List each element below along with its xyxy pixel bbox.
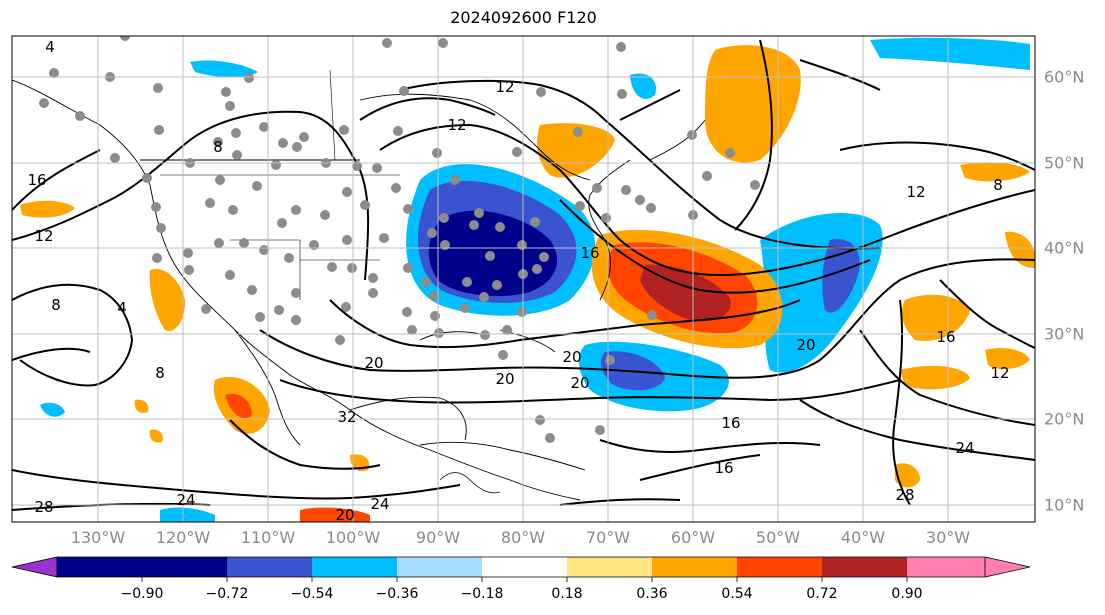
lat-label-60n: 60°N (1044, 67, 1085, 87)
lon-label-40w: 40°W (840, 528, 886, 547)
colorbar-label: 0.36 (636, 586, 668, 602)
contour-label-28: 28 (895, 486, 914, 504)
colorbar-label: −0.72 (205, 586, 249, 602)
lat-label-50n: 50°N (1044, 153, 1085, 173)
contour-label-12: 12 (495, 78, 514, 96)
contour-label-12-b: 12 (447, 116, 466, 134)
graticule (12, 36, 1035, 522)
lon-label-30w: 30°W (925, 528, 971, 547)
contour-label-20-e: 20 (796, 336, 815, 354)
lon-label-110w: 110°W (240, 528, 296, 547)
colorbar-label: −0.90 (120, 586, 164, 602)
contour-label-24-c: 24 (370, 495, 389, 513)
colorbar (11, 556, 1031, 582)
contour-label-12-c: 12 (34, 227, 53, 245)
colorbar-label: 0.18 (551, 586, 583, 602)
colorbar-swatch (652, 557, 737, 577)
colorbar-swatch (567, 557, 652, 577)
colorbar-label: 0.90 (891, 586, 923, 602)
colorbar-swatch (57, 557, 142, 577)
colorbar-swatch (227, 557, 312, 577)
colorbar-swatch (822, 557, 907, 577)
contour-label-16: 16 (27, 171, 46, 189)
contour-label-16-c: 16 (721, 414, 740, 432)
contour-label-24-b: 24 (955, 439, 974, 457)
contour-label-16-d: 16 (714, 459, 733, 477)
colorbar-label: 0.54 (721, 586, 753, 602)
lat-label-10n: 10°N (1044, 495, 1085, 515)
lon-label-50w: 50°W (755, 528, 801, 547)
map-plot-area (11, 35, 1036, 523)
contour-label-24: 24 (176, 491, 195, 509)
colorbar-swatch (482, 557, 567, 577)
contour-label-20-d: 20 (570, 374, 589, 392)
contour-label-8: 8 (213, 138, 223, 156)
contour-label-8-c: 8 (155, 364, 165, 382)
contour-label-4-b: 4 (117, 299, 127, 317)
map-title: 2024092600 F120 (450, 8, 597, 27)
contour-label-4: 4 (45, 38, 55, 56)
contour-label-20: 20 (562, 348, 581, 366)
contour-label-16-b: 16 (580, 244, 599, 262)
contour-label-28-b: 28 (34, 498, 53, 516)
contour-label-8-d: 8 (51, 296, 61, 314)
lon-label-70w: 70°W (585, 528, 631, 547)
contour-label-32: 32 (337, 408, 356, 426)
coastlines-and-borders (12, 69, 706, 501)
colorbar-ticks (141, 577, 908, 582)
contour-label-12-d: 12 (906, 183, 925, 201)
lon-label-90w: 90°W (415, 528, 461, 547)
negative-anomaly-fields (40, 37, 1030, 522)
map-frame (11, 35, 1036, 523)
colorbar-swatch (142, 557, 227, 577)
contour-label-12-e: 12 (990, 364, 1009, 382)
colorbar-swatch (907, 557, 985, 577)
colorbar-swatch (397, 557, 482, 577)
colorbar-swatch (312, 557, 397, 577)
lat-label-20n: 20°N (1044, 409, 1085, 429)
contour-label-16-e: 16 (936, 328, 955, 346)
colorbar-label: −0.18 (460, 586, 504, 602)
colorbar-extend-high (984, 556, 1031, 578)
colorbar-extend-low (11, 556, 58, 578)
lat-label-30n: 30°N (1044, 324, 1085, 344)
lat-label-40n: 40°N (1044, 238, 1085, 258)
contour-label-20-f: 20 (335, 506, 354, 524)
contour-label-20-c: 20 (495, 370, 514, 388)
colorbar-label: −0.54 (290, 586, 334, 602)
contour-label-20-b: 20 (364, 354, 383, 372)
colorbar-swatch (737, 557, 822, 577)
lon-label-80w: 80°W (500, 528, 546, 547)
lon-label-120w: 120°W (155, 528, 211, 547)
colorbar-label: −0.36 (375, 586, 419, 602)
contour-label-group: 4 8 12 16 20 24 28 32 12 12 12 8 8 8 16 … (27, 38, 1009, 524)
lon-label-130w: 130°W (70, 528, 126, 547)
contour-label-8-b: 8 (993, 176, 1003, 194)
lon-label-60w: 60°W (670, 528, 716, 547)
colorbar-label: 0.72 (806, 586, 838, 602)
lon-label-100w: 100°W (325, 528, 381, 547)
